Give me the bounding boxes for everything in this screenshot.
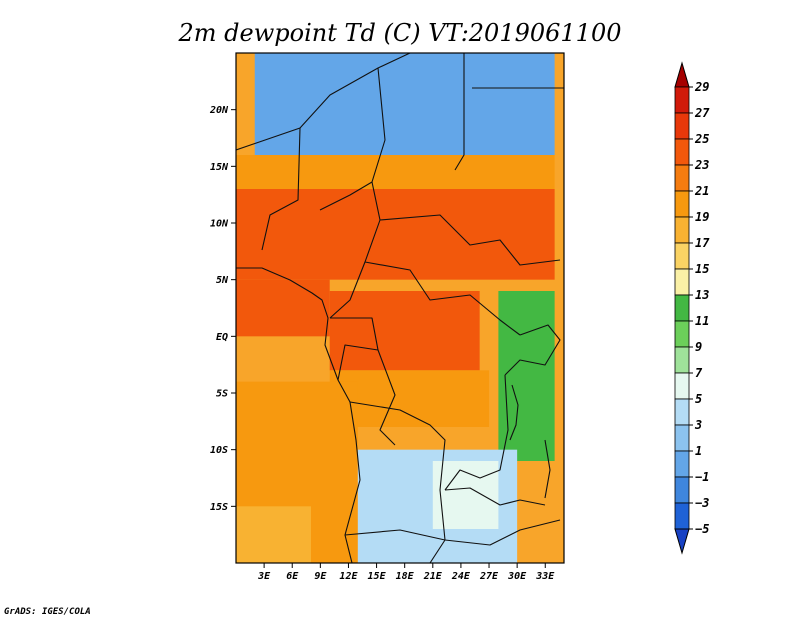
colorbar-label: 5 [695,392,702,406]
colorbar-top-arrow [674,61,690,88]
colorbar-label: 7 [695,366,703,380]
colorbar-segment [674,138,690,166]
colorbar-segment [674,476,690,504]
x-axis: 3E 6E 9E 12E 15E 18E 21E 24E 27E 30E 33E [257,563,555,582]
country-border [444,374,509,491]
colorbar-segment [674,320,690,348]
country-border [379,214,561,266]
country-border [504,324,561,376]
country-border [377,349,396,446]
country-border [454,53,465,171]
colorbar-label: 3 [694,418,702,432]
x-tick-label: 33E [535,571,555,582]
field-region-congo-north [329,291,480,371]
colorbar-segment [674,190,690,218]
field-region-atlantic-far-south [236,506,311,563]
colorbar-segment [674,216,690,244]
y-tick-label: 5S [216,389,228,400]
colorbar-label: 1 [695,444,702,458]
colorbar-label: 29 [694,80,709,94]
colorbar-segment [674,268,690,296]
colorbar-bottom-arrow [674,528,690,555]
colorbar-segment [674,346,690,374]
country-border [444,487,546,506]
lake-shoreline [544,439,551,499]
x-tick-label: 6E [286,571,299,582]
colorbar-label: 17 [695,236,710,250]
country-border [364,261,521,336]
colorbar-label: 11 [695,314,709,328]
colorbar-label: 21 [694,184,709,198]
colorbar-label: 15 [695,262,709,276]
x-tick-label: 21E [423,571,443,582]
colorbar-label: 13 [695,288,709,302]
colorbar-segment [674,450,690,478]
colorbar-label: 19 [695,210,709,224]
map-frame [235,52,565,564]
x-tick-label: 24E [451,571,471,582]
x-tick-label: 9E [314,571,327,582]
y-tick-label: 15S [210,502,228,513]
colorbar-label: 27 [694,106,710,120]
colorbar-segment [674,424,690,452]
x-tick-label: 27E [479,571,499,582]
y-tick-label: 10N [210,219,229,230]
colorbar-segment [674,86,690,114]
lake-shoreline [509,384,519,441]
x-tick-label: 30E [507,571,527,582]
x-tick-label: 18E [396,571,415,582]
colorbar-label: 9 [695,340,702,354]
colorbar-label: −3 [695,496,709,510]
colorbar-segment [674,164,690,192]
y-tick-label: 5N [216,275,229,286]
colorbar: 29 27 25 23 21 19 17 15 13 11 9 7 5 3 1 −1 −3 −5 [674,61,710,555]
colorbar-segment [674,112,690,140]
x-tick-label: 15E [368,571,387,582]
colorbar-label: 23 [694,158,709,172]
y-tick-label: 20N [209,105,229,116]
chart-title: 2m dewpoint Td (C) VT:2019061100 [178,19,622,47]
colorbar-label: 25 [694,132,709,146]
field-region-sahel-belt [236,189,555,280]
country-border [261,127,301,251]
coastline [236,267,361,563]
colorbar-label: −1 [695,470,709,484]
y-tick-label: 10S [210,445,228,456]
field-region-sahara-north [254,53,555,155]
colorbar-segment [674,372,690,400]
y-axis: 20N 15N 10N 5N EQ 5S 10S 15S [209,105,236,513]
map-plot-area [235,52,565,564]
y-tick-label: 15N [210,162,229,173]
x-tick-label: 12E [339,571,358,582]
colorbar-segment [674,502,690,530]
colorbar-segment [674,398,690,426]
colorbar-label: −5 [695,522,709,536]
grads-credit: GrADS: IGES/COLA [4,607,91,617]
colorbar-segment [674,294,690,322]
field-region-sahel-north [236,155,555,189]
y-tick-label: EQ [216,332,228,343]
colorbar-segment [674,242,690,270]
country-border [236,53,411,151]
field-region-gulf-of-guinea-coast [236,279,330,337]
country-border [344,519,561,546]
x-tick-label: 3E [257,571,271,582]
